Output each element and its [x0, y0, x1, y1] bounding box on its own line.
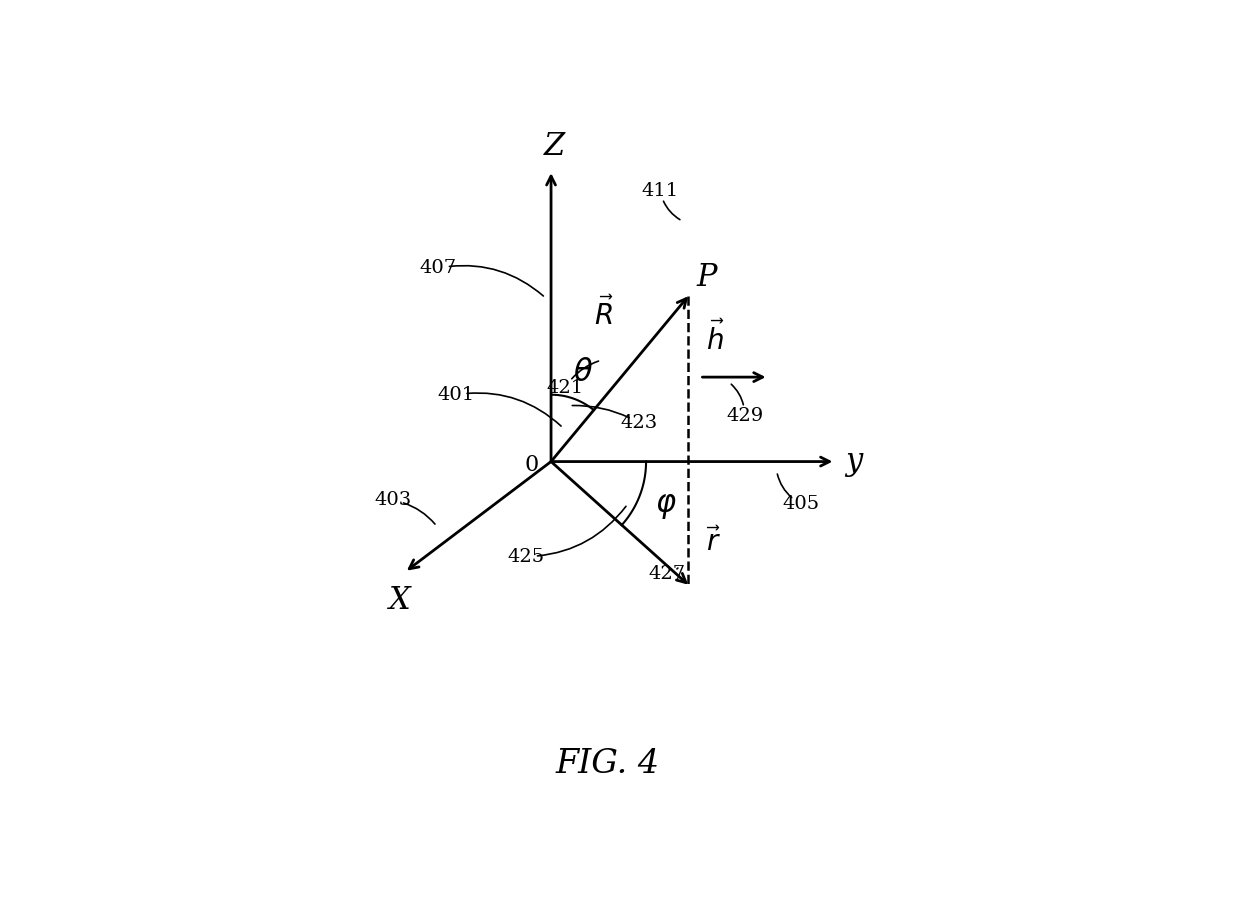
- Text: 403: 403: [374, 492, 412, 509]
- Text: 425: 425: [508, 547, 544, 566]
- Text: 0: 0: [525, 454, 538, 476]
- Text: y: y: [846, 446, 863, 477]
- Text: $\vec{h}$: $\vec{h}$: [706, 321, 724, 356]
- Text: 407: 407: [420, 259, 458, 277]
- Text: $\vec{R}$: $\vec{R}$: [594, 297, 614, 332]
- Text: $\vec{r}$: $\vec{r}$: [706, 528, 720, 557]
- Text: 421: 421: [547, 378, 584, 397]
- Text: $\theta$: $\theta$: [573, 356, 593, 388]
- Text: 401: 401: [438, 386, 475, 404]
- Text: $\varphi$: $\varphi$: [655, 490, 677, 521]
- Text: P: P: [697, 261, 717, 292]
- Text: FIG. 4: FIG. 4: [556, 749, 660, 781]
- Text: 405: 405: [782, 494, 820, 513]
- Text: 423: 423: [620, 414, 657, 431]
- Text: 427: 427: [649, 565, 686, 583]
- Text: Z: Z: [544, 132, 565, 163]
- Text: 429: 429: [725, 407, 763, 425]
- Text: 411: 411: [641, 182, 678, 199]
- Text: X: X: [389, 585, 410, 616]
